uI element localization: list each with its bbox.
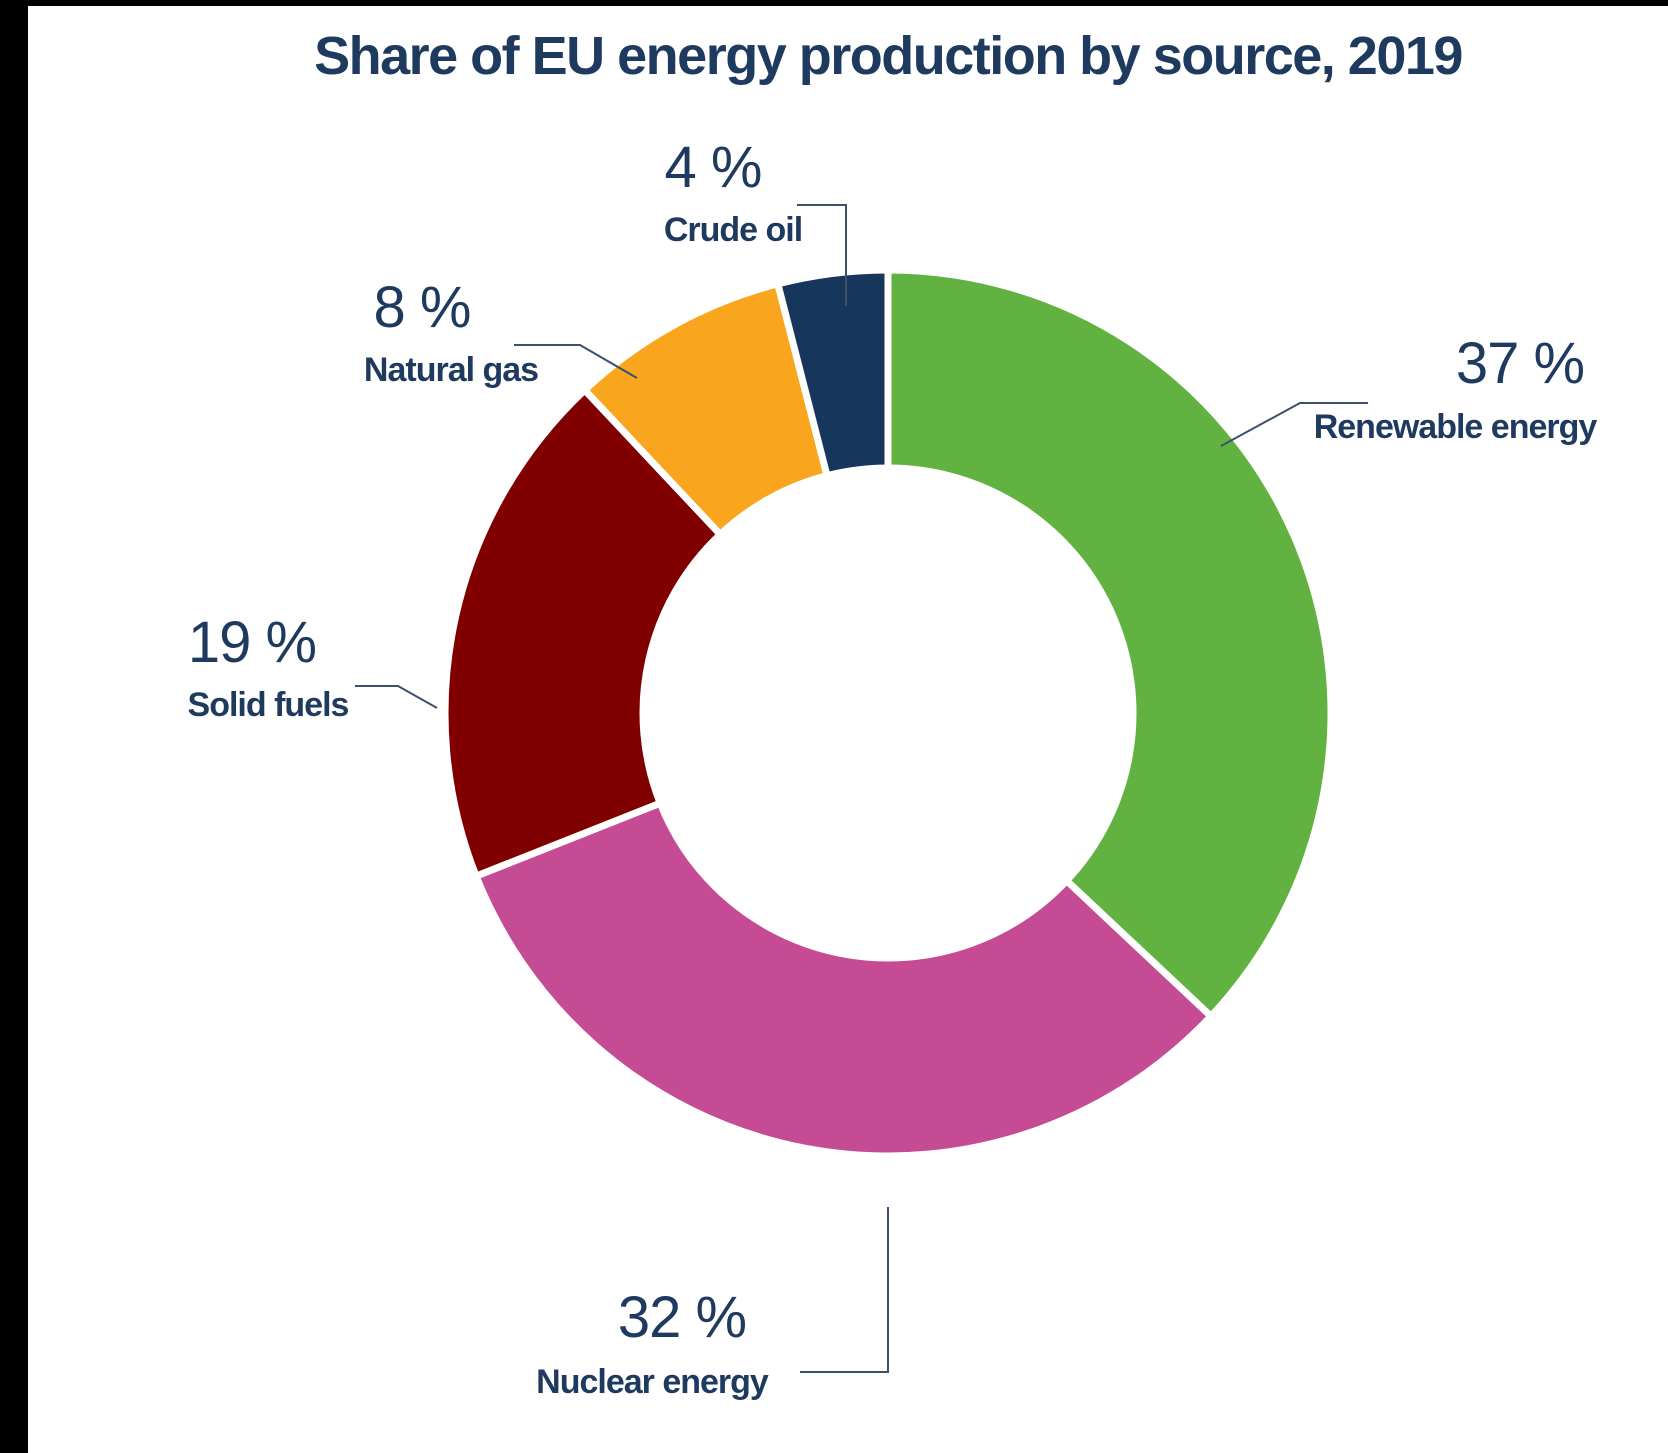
chart-title: Share of EU energy production by source,… <box>314 26 1462 86</box>
category-label-renewable-energy: Renewable energy <box>1314 408 1598 446</box>
value-label-renewable-energy: 37 % <box>1456 331 1584 396</box>
value-label-solid-fuels: 19 % <box>188 610 316 675</box>
value-label-crude-oil: 4 % <box>665 135 762 200</box>
category-label-nuclear-energy: Nuclear energy <box>536 1363 769 1401</box>
leader-line-renewable-energy <box>1220 402 1368 447</box>
value-label-nuclear-energy: 32 % <box>618 1285 746 1350</box>
slice-solid-fuels <box>441 385 726 881</box>
slice-crude-oil <box>773 266 892 480</box>
leader-lines <box>355 204 1368 1373</box>
leader-line-natural-gas <box>514 344 638 379</box>
category-label-natural-gas: Natural gas <box>364 351 538 389</box>
chart-panel <box>28 6 1668 1453</box>
donut-slices <box>441 266 1335 1160</box>
slice-renewable-energy <box>884 266 1335 1022</box>
category-label-solid-fuels: Solid fuels <box>188 686 349 724</box>
value-label-natural-gas: 8 % <box>374 275 471 340</box>
leader-line-nuclear-energy <box>800 1207 889 1373</box>
leader-line-crude-oil <box>797 204 847 306</box>
slice-labels: 37 % Renewable energy 32 % Nuclear energy 19… <box>188 135 1599 1401</box>
leader-line-solid-fuels <box>355 685 438 709</box>
category-label-crude-oil: Crude oil <box>664 211 802 249</box>
slice-nuclear-energy <box>471 798 1216 1160</box>
